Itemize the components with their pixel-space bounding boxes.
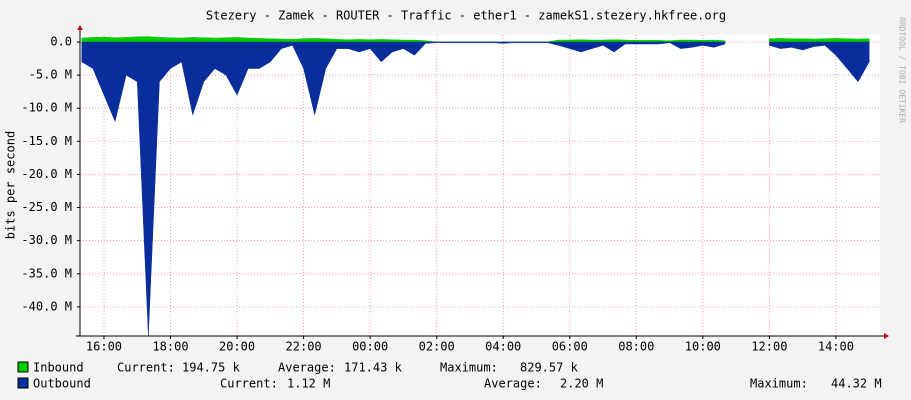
y-axis-label: bits per second (4, 131, 18, 239)
x-tick-label: 20:00 (219, 340, 255, 354)
legend-stat: 194.75 k (182, 361, 241, 375)
x-tick-label: 14:00 (818, 340, 854, 354)
x-tick-label: 12:00 (751, 340, 787, 354)
legend-stat-label: Maximum: (750, 377, 808, 391)
x-arrow (884, 333, 889, 339)
x-tick-label: 02:00 (419, 340, 455, 354)
x-tick-label: 16:00 (86, 340, 122, 354)
legend-name: Outbound (33, 377, 91, 391)
plot-area (80, 35, 880, 336)
y-tick-label: -30.0 M (21, 233, 72, 247)
y-tick-label: -5.0 M (29, 68, 72, 82)
y-tick-label: -20.0 M (21, 167, 72, 181)
y-tick-label: 0.0 (50, 35, 72, 49)
x-tick-label: 06:00 (552, 340, 588, 354)
x-tick-label: 22:00 (286, 340, 322, 354)
area (81, 36, 726, 43)
legend-stat: 171.43 k (344, 361, 403, 375)
legend-stat-label: Average: (484, 377, 542, 391)
area (769, 38, 870, 43)
plot-layer: 0.0 -5.0 M -10.0 M -15.0 M -20.0 M -25.0 M -30… (21, 35, 880, 354)
y-tick-label: -35.0 M (21, 266, 72, 280)
area (769, 41, 870, 83)
legend-stat-label: Maximum: (440, 361, 498, 375)
y-tick-label: -25.0 M (21, 200, 72, 214)
legend-swatch (17, 377, 29, 389)
legend-name: Inbound (33, 361, 84, 375)
legend-stat: 2.20 M (560, 377, 603, 391)
legend-stat: 44.32 M (831, 377, 882, 391)
legend-swatch (17, 361, 29, 373)
legend-stat-label: Average: (278, 361, 336, 375)
x-tick-label: 18:00 (152, 340, 188, 354)
legend-stat-label: Current: (117, 361, 175, 375)
x-tick-label: 04:00 (485, 340, 521, 354)
y-tick-label: -15.0 M (21, 134, 72, 148)
chart-title: Stezery - Zamek - ROUTER - Traffic - eth… (206, 9, 726, 23)
y-tick-label: -10.0 M (21, 101, 72, 115)
x-tick-label: 08:00 (618, 340, 654, 354)
y-arrow (77, 25, 83, 30)
legend-stat: 1.12 M (287, 377, 330, 391)
legend-stat: 829.57 k (520, 361, 579, 375)
x-tick-label: 10:00 (685, 340, 721, 354)
legend-stat-label: Current: (220, 377, 278, 391)
y-tick-label: -40.0 M (21, 299, 72, 313)
x-tick-label: 00:00 (352, 340, 388, 354)
area (81, 41, 726, 336)
watermark: RRDTOOL / TOBI OETIKER (898, 17, 907, 123)
